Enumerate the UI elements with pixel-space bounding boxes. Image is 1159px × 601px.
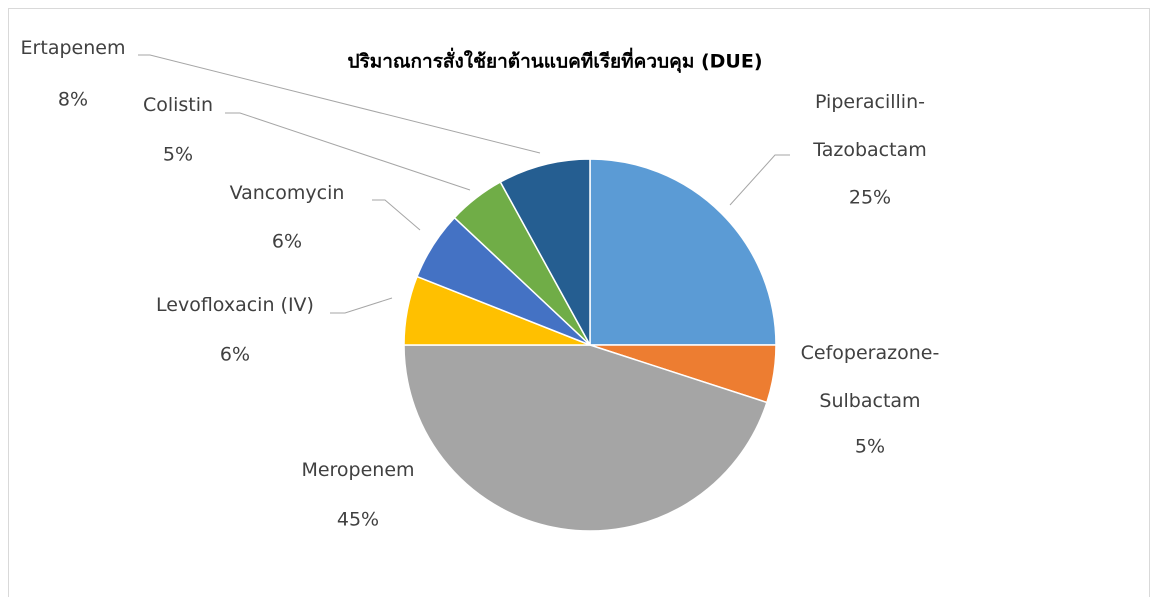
leader-line: [330, 297, 393, 314]
value-label: 8%: [58, 89, 88, 111]
value-label: 45%: [337, 509, 379, 531]
leader-line: [225, 112, 471, 191]
category-label: Colistin: [143, 94, 213, 116]
category-label: Piperacillin-Tazobactam: [812, 91, 926, 161]
leader-line: [729, 154, 790, 206]
value-label: 5%: [163, 144, 193, 166]
value-label: 6%: [220, 344, 250, 366]
pie-slice: [589, 158, 777, 346]
pie-slice: [403, 344, 768, 532]
category-label: Ertapenem: [21, 37, 126, 59]
leader-line: [372, 199, 421, 231]
category-label: Cefoperazone-Sulbactam: [801, 342, 940, 412]
category-label: Vancomycin: [230, 182, 345, 204]
category-label: Levofloxacin (IV): [156, 294, 314, 316]
category-label: Meropenem: [301, 459, 414, 481]
value-label: 6%: [272, 231, 302, 253]
value-label: 25%: [849, 187, 891, 209]
pie-slice: [499, 158, 591, 346]
value-label: 5%: [855, 436, 885, 458]
chart-title: ปริมาณการสั่งใช้ยาต้านแบคทีเรียที่ควบคุม…: [347, 48, 762, 74]
leader-line: [138, 54, 541, 154]
